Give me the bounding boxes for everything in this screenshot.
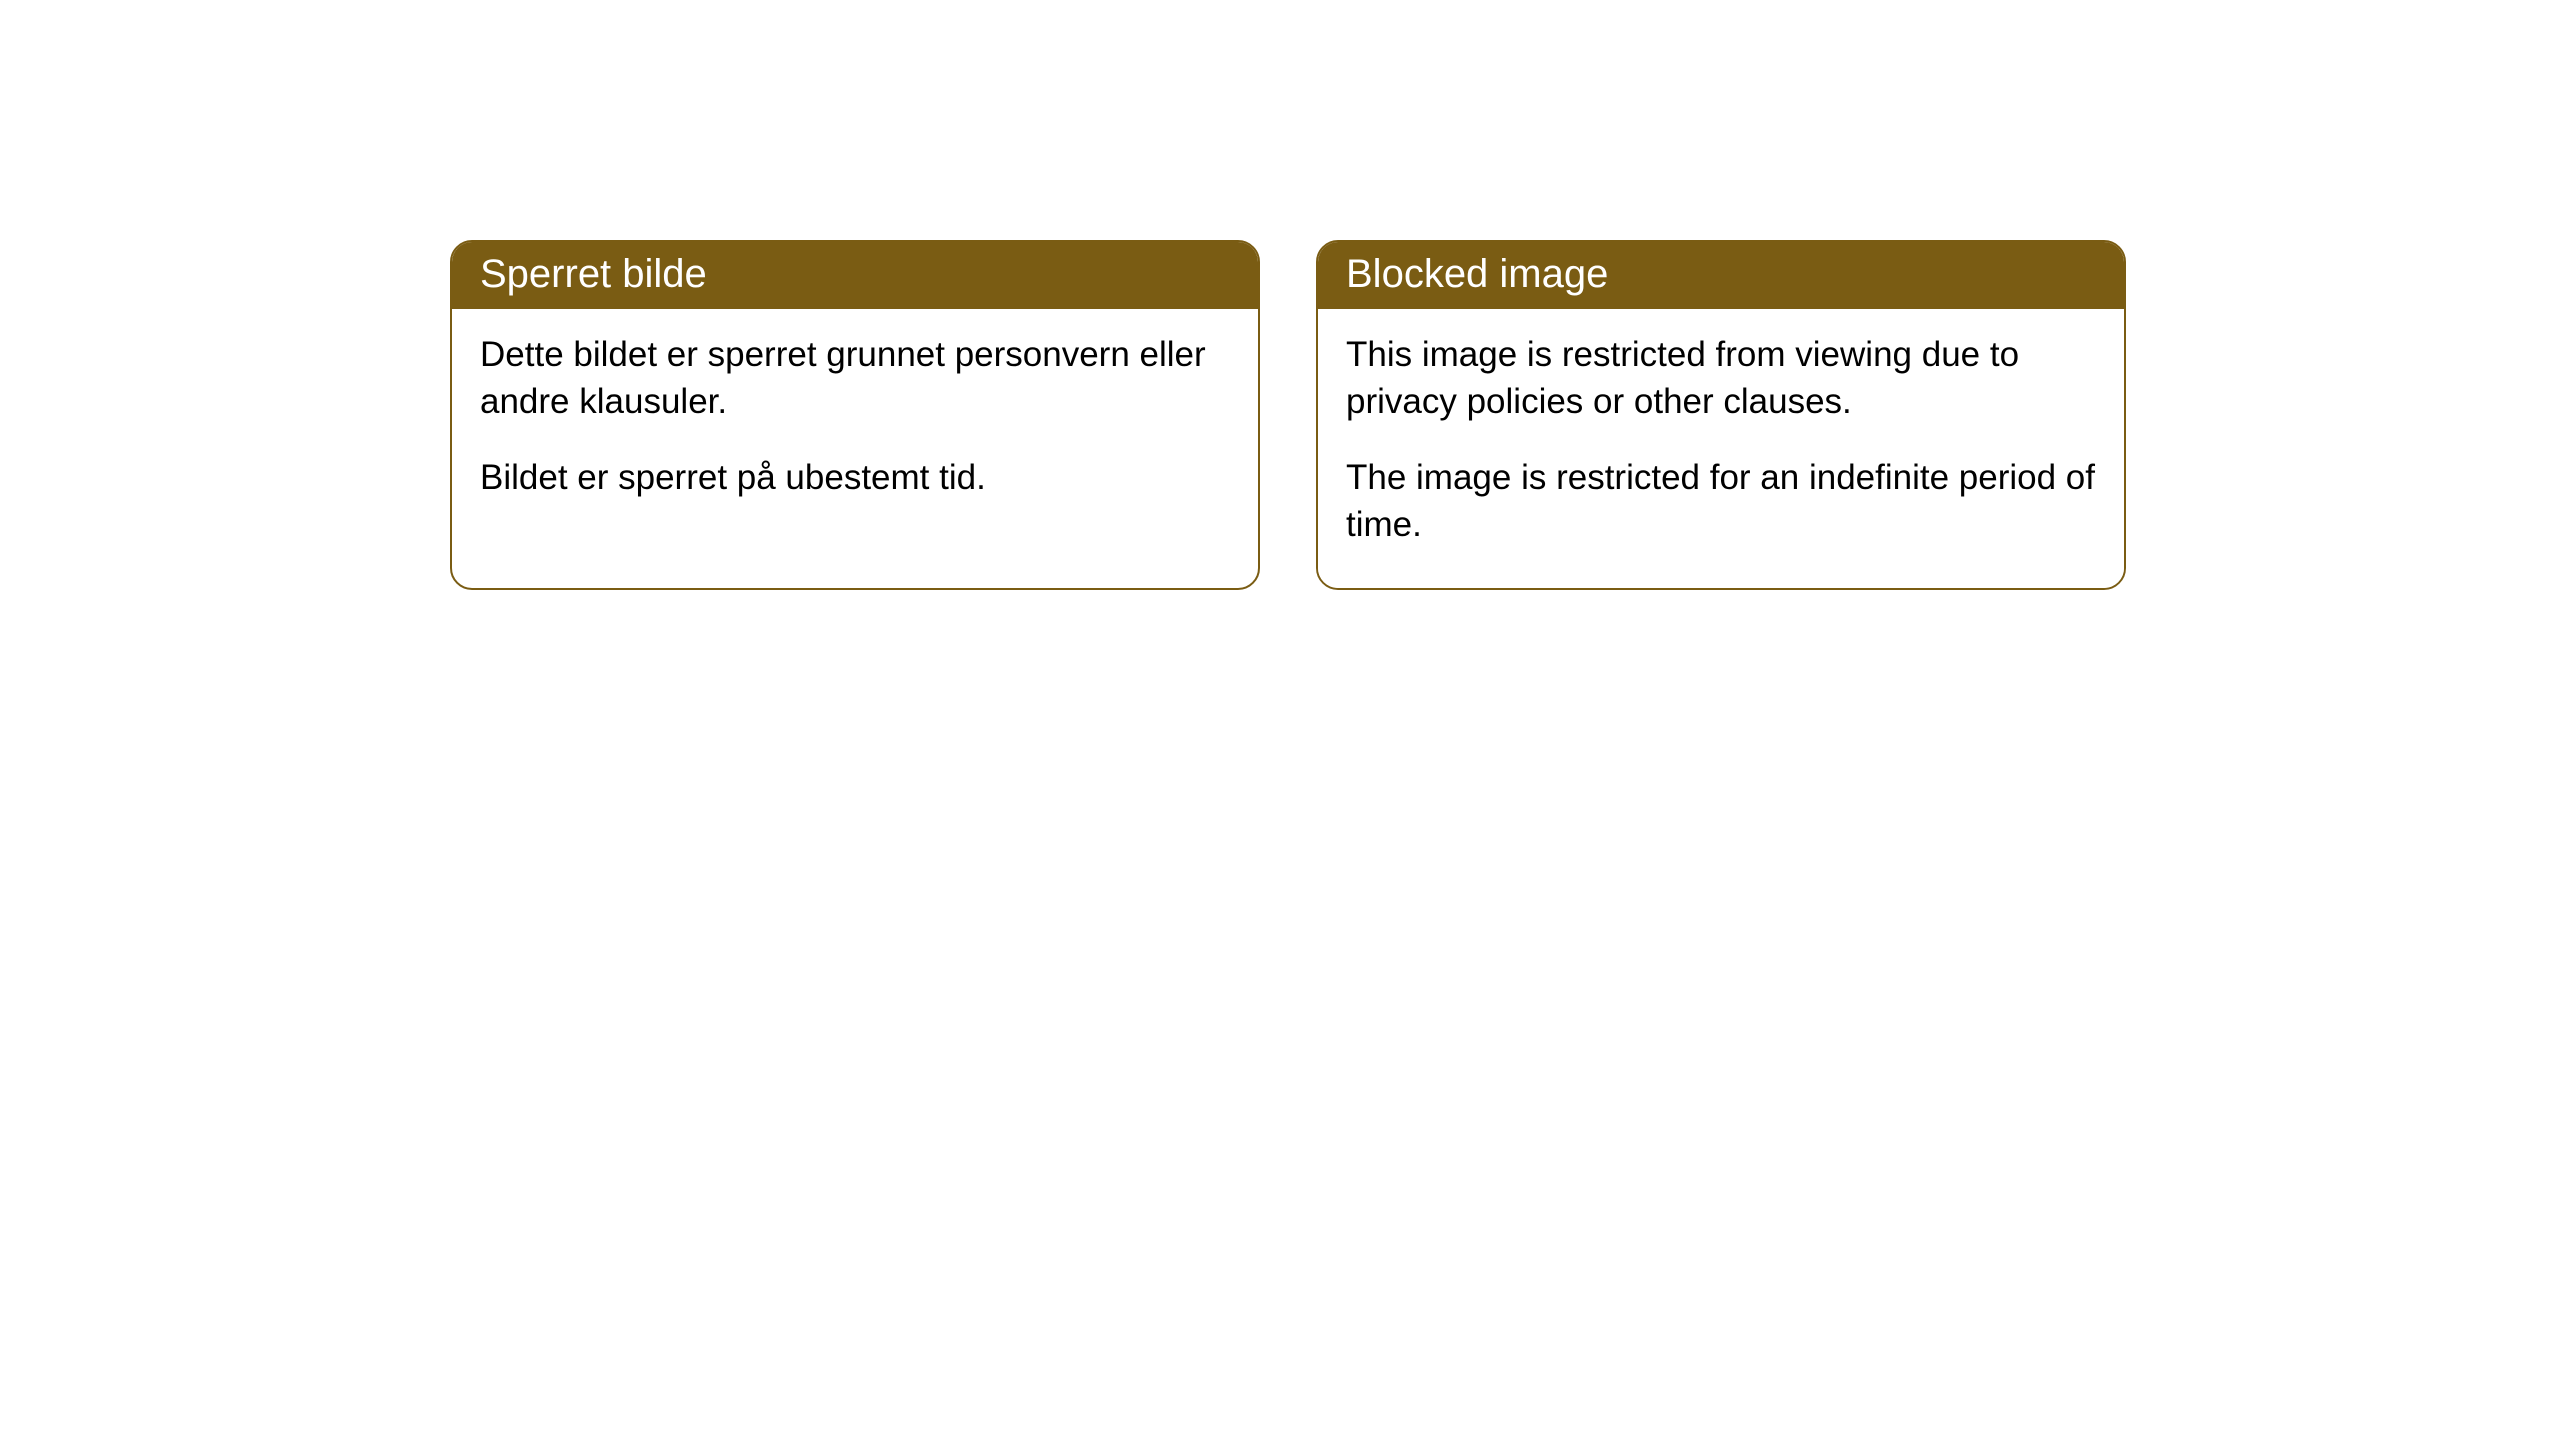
card-header-norwegian: Sperret bilde	[452, 242, 1258, 309]
card-paragraph-1: Dette bildet er sperret grunnet personve…	[480, 331, 1230, 426]
card-english: Blocked image This image is restricted f…	[1316, 240, 2126, 590]
cards-container: Sperret bilde Dette bildet er sperret gr…	[450, 240, 2126, 590]
card-header-english: Blocked image	[1318, 242, 2124, 309]
card-body-norwegian: Dette bildet er sperret grunnet personve…	[452, 309, 1258, 541]
card-norwegian: Sperret bilde Dette bildet er sperret gr…	[450, 240, 1260, 590]
card-body-english: This image is restricted from viewing du…	[1318, 309, 2124, 588]
card-paragraph-2: The image is restricted for an indefinit…	[1346, 454, 2096, 549]
card-paragraph-1: This image is restricted from viewing du…	[1346, 331, 2096, 426]
card-paragraph-2: Bildet er sperret på ubestemt tid.	[480, 454, 1230, 501]
